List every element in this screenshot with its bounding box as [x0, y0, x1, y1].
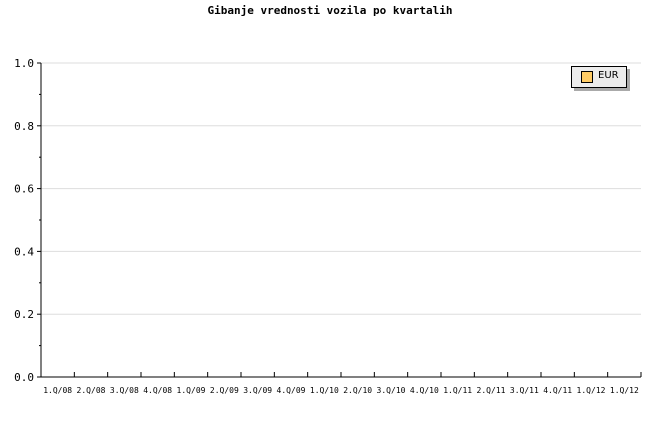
x-tick-label: 4.Q/11	[543, 386, 572, 395]
x-tick-label: 1.Q/09	[177, 386, 206, 395]
x-tick-label: 1.Q/11	[443, 386, 472, 395]
y-tick-label: 0.2	[14, 308, 34, 321]
legend: EUR	[571, 66, 627, 88]
x-tick-label: 1.Q/12	[577, 386, 606, 395]
x-tick-label: 3.Q/10	[377, 386, 406, 395]
y-tick-label: 0.0	[14, 371, 34, 384]
y-tick-label: 0.8	[14, 120, 34, 133]
y-tick-label: 0.6	[14, 183, 34, 196]
y-tick-label: 1.0	[14, 57, 34, 70]
x-tick-label: 4.Q/09	[277, 386, 306, 395]
x-tick-label: 3.Q/11	[510, 386, 539, 395]
x-tick-label: 2.Q/11	[477, 386, 506, 395]
x-tick-label: 1.Q/08	[43, 386, 72, 395]
x-tick-label: 3.Q/09	[243, 386, 272, 395]
legend-swatch	[581, 71, 593, 83]
x-tick-label: 4.Q/10	[410, 386, 439, 395]
x-tick-label: 2.Q/08	[77, 386, 106, 395]
legend-label: EUR	[598, 70, 619, 81]
x-tick-label: 2.Q/09	[210, 386, 239, 395]
x-tick-label: 4.Q/08	[143, 386, 172, 395]
x-tick-label: 1.Q/10	[310, 386, 339, 395]
x-tick-label: 3.Q/08	[110, 386, 139, 395]
y-tick-label: 0.4	[14, 245, 34, 258]
x-tick-label: 2.Q/10	[343, 386, 372, 395]
chart-title: Gibanje vrednosti vozila po kvartalih	[207, 4, 453, 17]
x-tick-label: 1.Q/12	[610, 386, 639, 395]
